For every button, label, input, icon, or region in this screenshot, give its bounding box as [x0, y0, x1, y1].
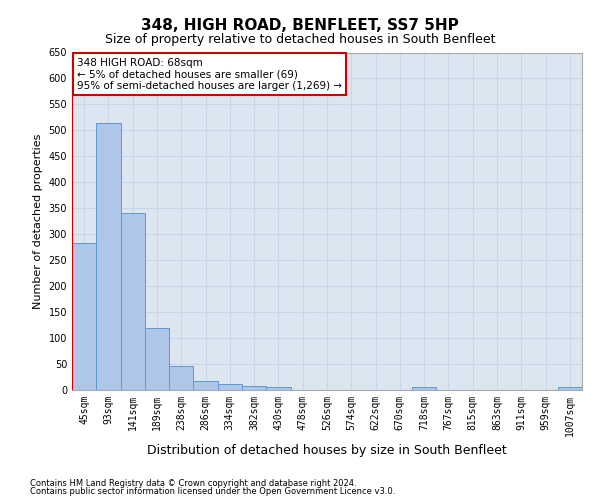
- Text: 348 HIGH ROAD: 68sqm
← 5% of detached houses are smaller (69)
95% of semi-detach: 348 HIGH ROAD: 68sqm ← 5% of detached ho…: [77, 58, 342, 91]
- Y-axis label: Number of detached properties: Number of detached properties: [33, 134, 43, 309]
- Bar: [218, 384, 242, 390]
- Bar: [121, 214, 145, 390]
- Text: Size of property relative to detached houses in South Benfleet: Size of property relative to detached ho…: [105, 32, 495, 46]
- Bar: [145, 328, 169, 390]
- X-axis label: Distribution of detached houses by size in South Benfleet: Distribution of detached houses by size …: [147, 444, 507, 458]
- Text: Contains HM Land Registry data © Crown copyright and database right 2024.: Contains HM Land Registry data © Crown c…: [30, 478, 356, 488]
- Bar: [72, 243, 96, 390]
- Bar: [242, 386, 266, 390]
- Bar: [169, 366, 193, 390]
- Bar: [558, 388, 582, 390]
- Bar: [96, 122, 121, 390]
- Text: 348, HIGH ROAD, BENFLEET, SS7 5HP: 348, HIGH ROAD, BENFLEET, SS7 5HP: [141, 18, 459, 32]
- Bar: [193, 381, 218, 390]
- Text: Contains public sector information licensed under the Open Government Licence v3: Contains public sector information licen…: [30, 487, 395, 496]
- Bar: [266, 388, 290, 390]
- Bar: [412, 388, 436, 390]
